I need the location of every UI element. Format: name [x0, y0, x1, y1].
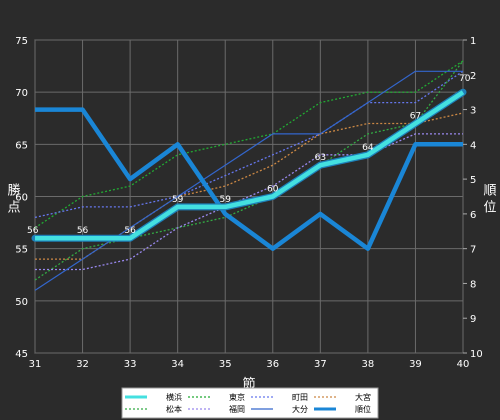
x-tick-label: 32	[76, 359, 89, 370]
y-axis-label-text: 勝点	[5, 183, 21, 217]
x-tick-label: 35	[219, 359, 232, 370]
series-7-line	[35, 107, 463, 251]
y2-tick-label: 2	[470, 71, 476, 82]
legend-label: 横浜	[166, 392, 182, 402]
series-0-data-label: 67	[410, 111, 421, 121]
series-0-data-label: 56	[77, 226, 89, 236]
series-0-data-label: 70	[459, 74, 471, 84]
x-tick-label: 38	[362, 359, 375, 370]
series-0-line	[35, 90, 465, 241]
y2-tick-label: 7	[470, 245, 476, 256]
series-0-data-label: 56	[27, 226, 39, 236]
legend-label: 松本	[166, 404, 182, 414]
series-0-data-label: 64	[362, 143, 374, 153]
series-0-data-label: 63	[315, 153, 326, 163]
x-tick-label: 39	[409, 359, 422, 370]
series-0-data-label: 60	[267, 185, 279, 195]
legend-label: 町田	[292, 393, 308, 402]
y2-tick-label: 9	[470, 314, 476, 325]
y2-tick-label: 10	[470, 349, 483, 360]
x-tick-label: 34	[171, 359, 184, 370]
y2-tick-label: 5	[470, 175, 476, 186]
y-tick-label: 75	[15, 36, 28, 47]
series-0-data-label: 56	[124, 226, 136, 236]
data-labels: 56 56 56 59 59 60 63 64 67 70	[27, 74, 471, 236]
y2-axis-label: 順位	[481, 183, 497, 217]
y2-tick-label: 6	[470, 210, 476, 221]
series-0-data-label: 59	[172, 195, 184, 205]
y-tick-label: 55	[15, 245, 28, 256]
y-axis-label: 勝点	[5, 183, 21, 217]
y-tick-label: 60	[15, 193, 28, 204]
series-lines	[31, 60, 467, 291]
legend-label: 順位	[355, 404, 371, 414]
legend-label: 福岡	[229, 405, 245, 414]
series-2-line	[34, 70, 464, 219]
y2-tick-label: 3	[470, 106, 476, 117]
y-tick-label: 70	[15, 88, 28, 99]
y2-axis-label-text: 順位	[481, 183, 497, 217]
y-tick-label: 50	[15, 297, 28, 308]
y2-tick-label: 4	[470, 140, 476, 151]
x-tick-label: 40	[457, 359, 470, 370]
y-tick-label: 45	[15, 349, 28, 360]
series-1-line	[34, 60, 464, 229]
legend-label: 東京	[229, 392, 245, 402]
x-tick-label: 36	[266, 359, 279, 370]
series-0-data-label: 59	[219, 195, 231, 205]
y-tick-label: 65	[15, 140, 28, 151]
x-tick-label: 31	[29, 359, 42, 370]
y2-tick-label: 1	[470, 36, 476, 47]
legend-box	[121, 387, 379, 419]
series-6-line	[34, 70, 463, 291]
legend-label: 大分	[292, 404, 308, 414]
x-tick-label: 33	[124, 359, 137, 370]
x-tick-label: 37	[314, 359, 327, 370]
legend-label: 大宮	[355, 392, 371, 402]
y2-tick-label: 8	[470, 279, 476, 290]
